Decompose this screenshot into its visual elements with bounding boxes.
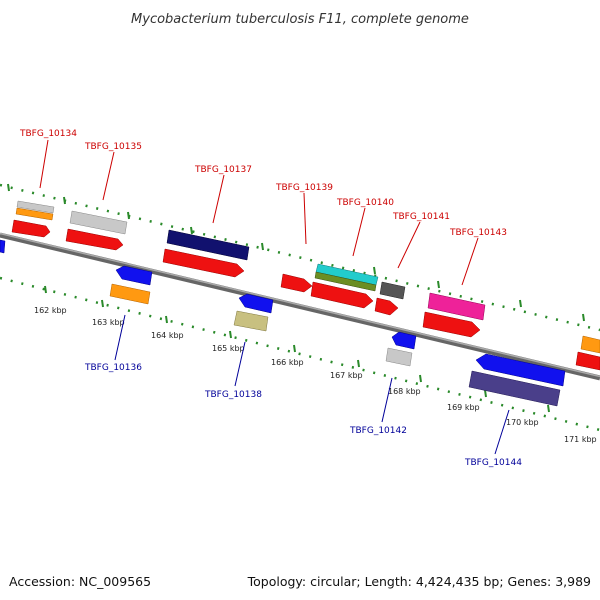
- gene-label-bottom[interactable]: TBFG_10144: [464, 458, 522, 468]
- gene-feature-red[interactable]: [65, 228, 124, 251]
- kbp-label: 166 kbp: [271, 358, 304, 367]
- gene-label-top[interactable]: TBFG_10143: [449, 228, 507, 238]
- inner-tick-track: [0, 276, 600, 432]
- gene-feature-gray[interactable]: [69, 210, 128, 235]
- gene-label-top[interactable]: TBFG_10140: [336, 198, 394, 208]
- gene-feature-blue[interactable]: [115, 265, 153, 286]
- genome-backbone: [0, 232, 600, 381]
- gene-feature-red[interactable]: [162, 248, 245, 278]
- gene-feature-blue[interactable]: [391, 331, 417, 350]
- map-title: Mycobacterium tuberculosis F11, complete…: [131, 12, 469, 27]
- kbp-label: 164 kbp: [151, 331, 184, 340]
- kbp-label: 171 kbp: [564, 435, 597, 444]
- gene-feature-khaki[interactable]: [233, 310, 269, 332]
- inner-major-ticks: [44, 285, 550, 413]
- gene-label-top[interactable]: TBFG_10135: [84, 142, 142, 152]
- accession-text: Accession: NC_009565: [9, 574, 151, 589]
- topology-text: Topology: circular; Length: 4,424,435 bp…: [247, 574, 591, 589]
- gene-feature-darkgray[interactable]: [379, 281, 406, 300]
- gene-label-bottom[interactable]: TBFG_10138: [204, 390, 262, 400]
- gene-feature-orange[interactable]: [109, 283, 151, 305]
- reverse-genes: [0, 239, 566, 407]
- kbp-label: 162 kbp: [34, 306, 67, 315]
- gene-feature-gray[interactable]: [16, 200, 55, 214]
- gene-label-bottom[interactable]: TBFG_10136: [84, 363, 142, 373]
- gene-feature-gray[interactable]: [385, 347, 413, 367]
- gene-feature-olive[interactable]: [314, 271, 377, 292]
- kbp-label: 169 kbp: [447, 403, 480, 412]
- gene-feature-red[interactable]: [310, 281, 374, 309]
- gene-feature-orange[interactable]: [15, 207, 54, 221]
- kbp-label: 167 kbp: [330, 371, 363, 380]
- kbp-label: 163 kbp: [92, 318, 125, 327]
- gene-feature-red[interactable]: [575, 351, 600, 371]
- bottom-label-leaders: [114, 314, 510, 455]
- gene-feature-blue[interactable]: [475, 353, 566, 387]
- gene-feature-orange[interactable]: [580, 335, 600, 354]
- kbp-label: 168 kbp: [388, 387, 421, 396]
- genome-backbone-highlight: [0, 232, 600, 378]
- gene-feature-red[interactable]: [422, 311, 481, 338]
- gene-label-top[interactable]: TBFG_10137: [194, 165, 252, 175]
- outer-tick-track: [0, 183, 600, 332]
- forward-genes: [11, 200, 600, 371]
- gene-label-top[interactable]: TBFG_10141: [392, 212, 450, 222]
- gene-feature-red[interactable]: [11, 219, 51, 238]
- gene-feature-blue[interactable]: [238, 293, 274, 314]
- outer-major-ticks: [7, 183, 585, 322]
- gene-feature-navy[interactable]: [166, 229, 250, 261]
- gene-feature-red[interactable]: [280, 273, 313, 293]
- kbp-label: 165 kbp: [212, 344, 245, 353]
- gene-feature-blue[interactable]: [0, 239, 6, 254]
- gene-feature-red[interactable]: [374, 297, 399, 316]
- gene-feature-purple[interactable]: [468, 370, 561, 407]
- gene-label-bottom[interactable]: TBFG_10142: [349, 426, 407, 436]
- top-label-leaders: [39, 139, 479, 286]
- kbp-label: 170 kbp: [506, 418, 539, 427]
- gene-label-top[interactable]: TBFG_10139: [275, 183, 333, 193]
- gene-label-top[interactable]: TBFG_10134: [19, 129, 77, 139]
- gene-feature-pink[interactable]: [427, 292, 486, 321]
